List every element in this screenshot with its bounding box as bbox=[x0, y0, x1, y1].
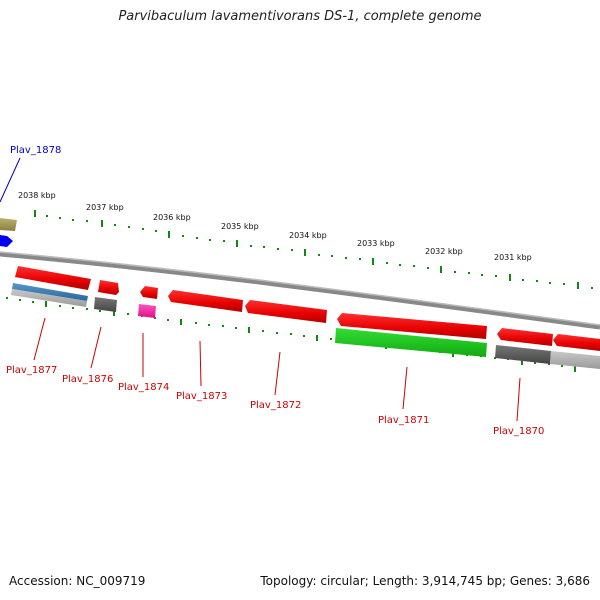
scale-label-2035: 2035 kbp bbox=[221, 222, 259, 231]
gene-green-rna-1871 bbox=[335, 328, 487, 357]
scale-label-2031: 2031 kbp bbox=[494, 253, 532, 262]
scale-label-2032: 2032 kbp bbox=[425, 247, 463, 256]
gene-label-plav-1872[interactable]: Plav_1872 bbox=[250, 400, 301, 411]
gene-label-plav-1877[interactable]: Plav_1877 bbox=[6, 365, 57, 376]
gene-plav-1876-block bbox=[98, 280, 119, 295]
accession-label: Accession: NC_009719 bbox=[9, 574, 146, 588]
scale-label-2038: 2038 kbp bbox=[18, 191, 56, 200]
gene-plav-1873-block bbox=[168, 290, 243, 312]
gene-plav-1877-block bbox=[15, 266, 91, 290]
scale-label-2034: 2034 kbp bbox=[289, 231, 327, 240]
scale-label-2033: 2033 kbp bbox=[357, 239, 395, 248]
gene-label-plav-1871[interactable]: Plav_1871 bbox=[378, 415, 429, 426]
gene-plav-1878-arrow bbox=[0, 235, 13, 247]
gene-red-right-block bbox=[553, 334, 600, 351]
gene-pink-feature-1874 bbox=[138, 304, 156, 318]
gene-blue-feature bbox=[12, 283, 88, 301]
gene-lightgray-feature-left bbox=[11, 289, 87, 307]
gene-label-plav-1873[interactable]: Plav_1873 bbox=[176, 391, 227, 402]
gene-label-plav-1876[interactable]: Plav_1876 bbox=[62, 374, 113, 385]
scale-label-2037: 2037 kbp bbox=[86, 203, 124, 212]
gene-plav-1870-block bbox=[497, 328, 553, 346]
label-line-plav-1872 bbox=[274, 351, 281, 396]
label-line-plav-1871 bbox=[402, 366, 408, 410]
gene-olive-feature bbox=[0, 218, 17, 231]
label-line-plav-1873 bbox=[199, 340, 202, 387]
label-line-plav-1877 bbox=[33, 317, 46, 361]
scale-label-2036: 2036 kbp bbox=[153, 213, 191, 222]
gene-gray-feature-1876 bbox=[94, 297, 117, 312]
gene-lightgray-feature-right bbox=[550, 351, 600, 369]
label-line-plav-1876 bbox=[90, 326, 102, 369]
upper-scale-ticks bbox=[34, 210, 593, 289]
gene-label-plav-1878[interactable]: Plav_1878 bbox=[10, 145, 61, 156]
gene-gray-feature-1870 bbox=[495, 345, 551, 364]
label-line-plav-1870 bbox=[516, 377, 521, 422]
gene-label-plav-1874[interactable]: Plav_1874 bbox=[118, 382, 169, 393]
topology-label: Topology: circular; Length: 3,914,745 bp… bbox=[260, 574, 590, 588]
gene-plav-1872-block bbox=[245, 300, 327, 323]
gene-label-plav-1870[interactable]: Plav_1870 bbox=[493, 426, 544, 437]
genome-backbone bbox=[0, 251, 600, 330]
gene-plav-1871-block bbox=[337, 313, 487, 339]
genome-backbone-highlight bbox=[0, 251, 600, 326]
label-line-plav-1878 bbox=[0, 157, 21, 203]
genome-title: Parvibaculum lavamentivorans DS-1, compl… bbox=[118, 9, 482, 24]
gene-plav-1874-block bbox=[140, 286, 158, 299]
